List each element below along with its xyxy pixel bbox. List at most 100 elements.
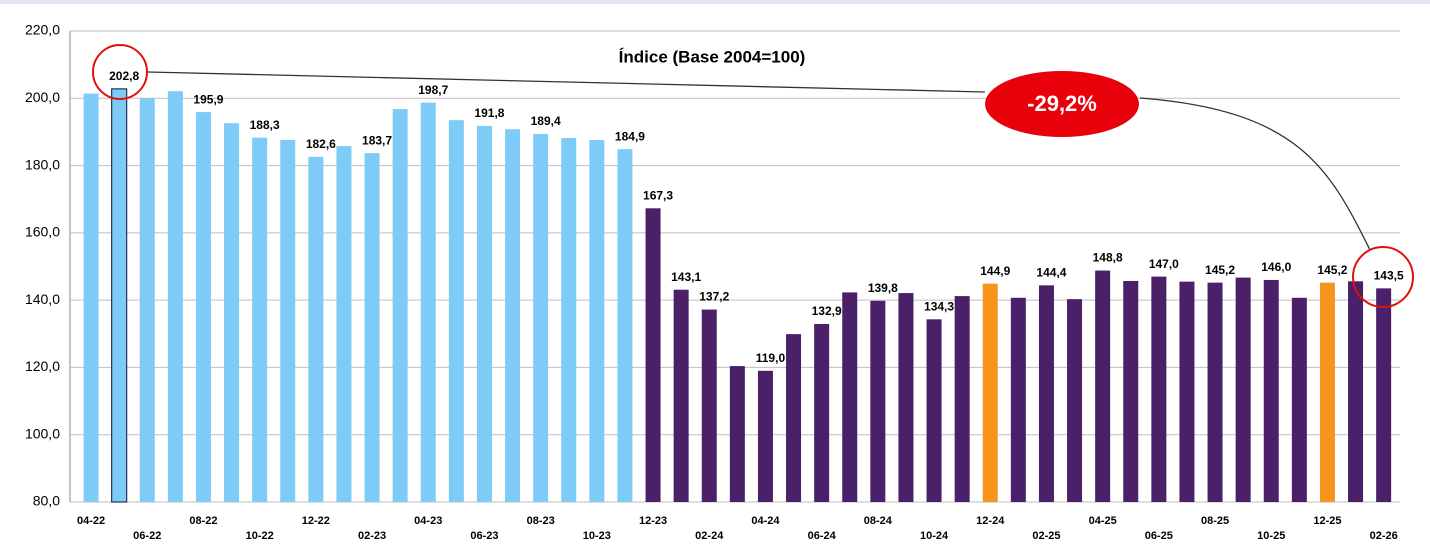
bar <box>842 292 858 502</box>
value-label: 144,4 <box>1036 266 1066 280</box>
bar <box>673 289 689 502</box>
bar <box>701 309 717 502</box>
x-tick-label: 12-23 <box>639 515 667 527</box>
bar <box>1263 279 1279 502</box>
value-label: 184,9 <box>615 129 645 143</box>
bar <box>589 140 605 502</box>
x-tick-label: 02-24 <box>695 530 724 542</box>
x-tick-label: 02-23 <box>358 530 386 542</box>
value-label: 144,9 <box>980 264 1010 278</box>
x-tick-label: 02-26 <box>1370 530 1398 542</box>
x-tick-label: 12-22 <box>302 515 330 527</box>
bar <box>1348 281 1364 502</box>
bar <box>898 293 914 502</box>
bar <box>448 120 464 503</box>
bar <box>252 137 268 502</box>
bar <box>308 156 324 502</box>
x-tick-label: 02-25 <box>1032 530 1060 542</box>
bar <box>561 137 577 502</box>
bar <box>1010 297 1026 502</box>
x-tick-label: 10-22 <box>246 530 274 542</box>
value-label: 139,8 <box>868 281 898 295</box>
bar <box>1291 297 1307 502</box>
connector-curve <box>1139 97 1371 251</box>
value-label: 146,0 <box>1261 260 1291 274</box>
bar <box>533 133 549 502</box>
x-tick-label: 06-24 <box>808 530 837 542</box>
annotation: -29,2% <box>1027 91 1097 116</box>
y-tick-label: 200,0 <box>25 89 60 105</box>
bar <box>336 146 352 502</box>
bar <box>167 91 183 503</box>
value-label: 147,0 <box>1149 257 1179 271</box>
x-tick-label: 10-25 <box>1257 530 1285 542</box>
bar <box>505 129 521 503</box>
bar <box>1179 281 1195 502</box>
x-tick-label: 06-22 <box>133 530 161 542</box>
x-tick-label: 04-22 <box>77 515 105 527</box>
y-tick-label: 80,0 <box>33 493 60 509</box>
bar <box>1067 299 1083 502</box>
value-label: 148,8 <box>1093 251 1123 265</box>
bar <box>420 102 436 502</box>
chart-title: Índice (Base 2004=100) <box>619 47 806 66</box>
y-tick-label: 220,0 <box>25 22 60 38</box>
bar <box>617 149 633 502</box>
value-label: 143,5 <box>1374 269 1404 283</box>
bar <box>870 300 886 502</box>
x-tick-label: 08-23 <box>527 515 555 527</box>
value-label: 183,7 <box>362 133 392 147</box>
value-label: 188,3 <box>250 118 280 132</box>
bar <box>139 98 155 503</box>
annotation-badge <box>985 71 1139 137</box>
value-label: 198,7 <box>418 83 448 97</box>
x-tick-label: 12-25 <box>1313 515 1341 527</box>
value-label: 189,4 <box>531 114 561 128</box>
x-tick-label: 08-22 <box>189 515 217 527</box>
value-label: 191,8 <box>474 106 504 120</box>
value-label: 132,9 <box>812 304 842 318</box>
bar <box>1095 270 1111 502</box>
bar <box>392 109 408 503</box>
x-tick-label: 08-24 <box>864 515 893 527</box>
x-tick-label: 10-23 <box>583 530 611 542</box>
y-tick-label: 160,0 <box>25 224 60 240</box>
bar <box>1123 280 1139 502</box>
bar <box>83 93 99 502</box>
bar <box>1151 276 1167 502</box>
value-label: 145,2 <box>1317 263 1347 277</box>
bar <box>982 283 998 502</box>
bar <box>111 88 128 503</box>
y-tick-label: 120,0 <box>25 358 60 374</box>
top-border <box>0 0 1430 4</box>
value-label: 119,0 <box>756 351 786 365</box>
value-label: 137,2 <box>699 290 729 304</box>
bar <box>954 296 970 502</box>
x-tick-label: 04-23 <box>414 515 442 527</box>
value-label: 145,2 <box>1205 263 1235 277</box>
y-tick-label: 180,0 <box>25 156 60 172</box>
highlight-circle <box>92 44 148 100</box>
bars <box>83 88 1392 503</box>
value-label: 143,1 <box>671 270 701 284</box>
y-tick-label: 140,0 <box>25 291 60 307</box>
x-tick-label: 08-25 <box>1201 515 1229 527</box>
x-tick-label: 04-25 <box>1089 515 1117 527</box>
bar <box>1376 288 1392 502</box>
value-label: 202,8 <box>109 69 139 83</box>
bar <box>814 324 830 502</box>
x-tick-label: 10-24 <box>920 530 949 542</box>
bar <box>729 366 745 502</box>
value-label: 167,3 <box>643 188 673 202</box>
highlight-circle <box>1352 246 1414 308</box>
bar <box>1207 282 1223 502</box>
bar <box>786 334 802 502</box>
bar <box>1319 282 1335 502</box>
bar <box>364 153 380 502</box>
value-label: 134,3 <box>924 299 954 313</box>
bar <box>757 370 773 502</box>
bar <box>476 125 492 502</box>
value-label: 195,9 <box>193 92 223 106</box>
